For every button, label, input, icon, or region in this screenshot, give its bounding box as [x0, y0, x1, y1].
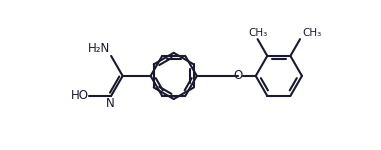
Text: CH₃: CH₃ — [302, 28, 321, 38]
Text: N: N — [106, 97, 115, 110]
Text: CH₃: CH₃ — [248, 28, 267, 38]
Text: H₂N: H₂N — [88, 42, 110, 55]
Text: HO: HO — [70, 89, 88, 102]
Text: O: O — [233, 69, 242, 82]
